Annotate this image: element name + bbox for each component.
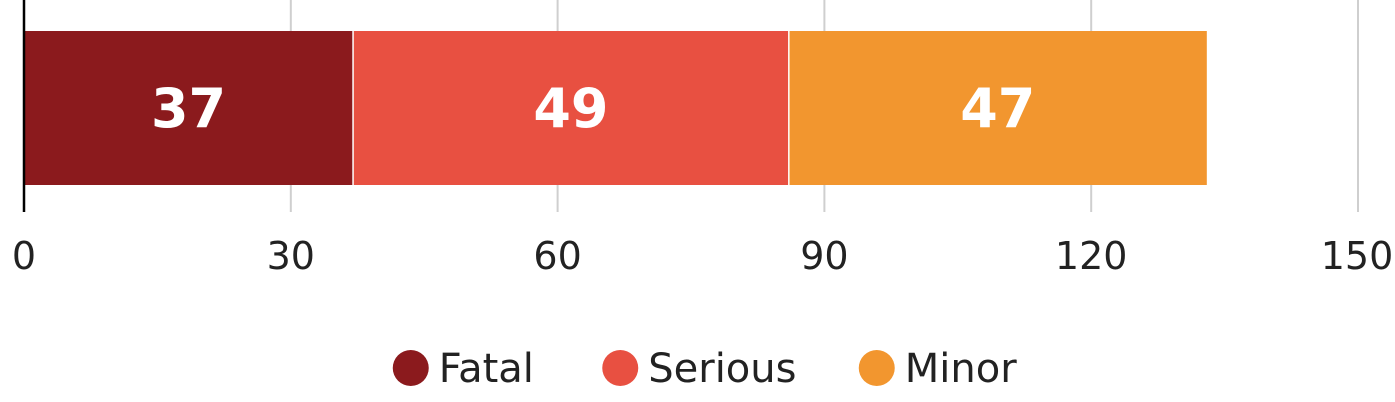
bar-segment-fatal	[24, 31, 354, 185]
x-tick-label-90: 90	[800, 234, 848, 278]
data-label-fatal: 37	[151, 77, 226, 140]
legend-label-serious: Serious	[648, 346, 796, 392]
legend-label-fatal: Fatal	[439, 346, 534, 392]
x-tick-label-30: 30	[267, 234, 315, 278]
legend-label-minor: Minor	[905, 346, 1017, 392]
x-tick-label-0: 0	[12, 234, 36, 278]
legend: Fatal Serious Minor	[392, 346, 1017, 392]
x-tick-label-120: 120	[1055, 234, 1128, 278]
x-tick-label-150: 150	[1321, 234, 1394, 278]
x-axis-tick-labels: 0 30 60 90 120 150	[12, 234, 1393, 278]
legend-marker-minor	[858, 350, 895, 386]
x-tick-label-60: 60	[533, 234, 581, 278]
bar-segments: 37 49 47	[24, 31, 1207, 185]
legend-item-minor: Minor	[858, 346, 1017, 392]
legend-item-serious: Serious	[602, 346, 796, 392]
legend-marker-fatal	[392, 350, 429, 386]
bar-segment-serious	[353, 31, 789, 185]
legend-marker-serious	[602, 350, 639, 386]
legend-item-fatal: Fatal	[392, 346, 534, 392]
bar-segment-minor	[788, 31, 1207, 185]
data-label-serious: 49	[533, 77, 608, 140]
data-label-minor: 47	[960, 77, 1035, 140]
